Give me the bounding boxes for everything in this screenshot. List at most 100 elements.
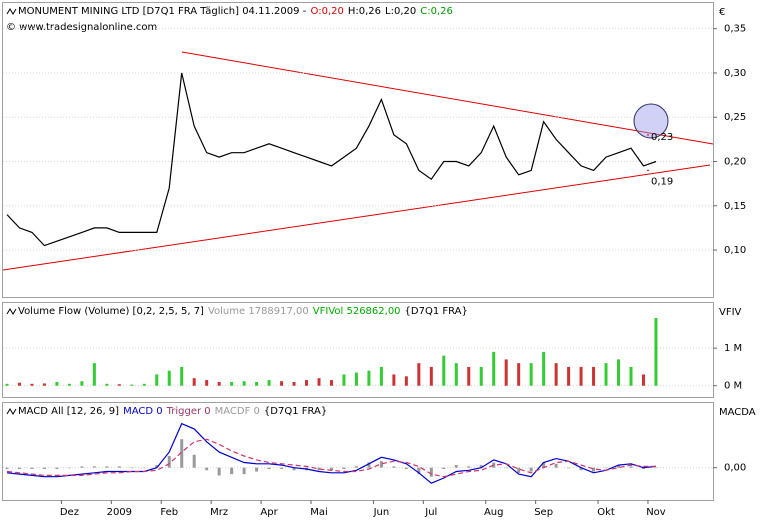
volume-bar xyxy=(567,366,571,386)
macdf-bar xyxy=(629,466,633,468)
y-tick-label: 0,00 xyxy=(724,463,746,474)
support-trendline xyxy=(2,164,711,271)
macdf-bar xyxy=(579,467,583,471)
volume-bar xyxy=(542,351,546,386)
highlight-circle xyxy=(633,103,669,139)
macdf-bar xyxy=(230,467,234,475)
header-part: H:0,26 xyxy=(348,6,381,17)
x-tick-label: Mai xyxy=(310,507,328,518)
header-part: {D7Q1 FRA} xyxy=(264,406,327,417)
y-tick-label: 0,10 xyxy=(724,245,746,256)
volume-bar xyxy=(142,383,146,386)
volume-bar xyxy=(442,355,446,386)
macdf-bar xyxy=(329,467,333,471)
header-part: MONUMENT MINING LTD [D7Q1 FRA Täglich] 0… xyxy=(18,6,307,17)
volume-bar xyxy=(654,318,658,386)
macdf-bar xyxy=(592,467,596,472)
volume-bar xyxy=(517,363,521,386)
volume-bar xyxy=(217,381,221,386)
macdf-bar xyxy=(504,467,508,469)
x-tick-label: Sep xyxy=(534,507,553,518)
volume-bar xyxy=(17,382,21,386)
macdf-bar xyxy=(142,467,146,469)
y-tick-label: 0,25 xyxy=(724,112,746,123)
y-tick-label: 0 M xyxy=(724,381,742,392)
volume-bar xyxy=(342,374,346,386)
volume-bar xyxy=(55,381,59,386)
volume-bar xyxy=(5,383,9,386)
axis-unit-label: VFIV xyxy=(719,307,742,318)
macdf-bar xyxy=(654,467,658,469)
panel-header: MONUMENT MINING LTD [D7Q1 FRA Täglich] 0… xyxy=(18,6,453,17)
macdf-bar xyxy=(192,454,196,468)
x-tick-label: Jun xyxy=(373,507,390,518)
macdf-bar xyxy=(30,467,34,469)
macdf-bar xyxy=(205,467,209,471)
y-tick-label: 0,30 xyxy=(724,68,746,79)
y-tick-label: 1 M xyxy=(724,343,742,354)
volume-bar xyxy=(492,351,496,386)
volume-bar xyxy=(255,381,259,386)
macdf-bar xyxy=(442,467,446,469)
macdf-bar xyxy=(317,467,321,471)
macdf-bar xyxy=(417,467,421,475)
header-part: Trigger 0 xyxy=(166,406,211,417)
macdf-bar xyxy=(479,465,483,468)
macdf-bar xyxy=(641,467,645,469)
macdf-bar xyxy=(617,465,621,468)
subtitle: © www.tradesignalonline.com xyxy=(6,22,157,33)
header-part: O:0,20 xyxy=(311,6,344,17)
panel-header: Volume Flow (Volume) [0,2, 2,5, 5, 7] Vol… xyxy=(18,306,468,317)
volume-bar xyxy=(242,381,246,386)
header-part: Volume Flow (Volume) [0,2, 2,5, 5, 7] xyxy=(18,306,204,317)
volume-bar xyxy=(641,374,645,386)
volume-bar xyxy=(367,370,371,386)
macdf-bar xyxy=(155,465,159,468)
volume-bar xyxy=(30,383,34,386)
macdf-bar xyxy=(342,467,346,469)
y-tick-label: 0,35 xyxy=(724,24,746,35)
volume-bar xyxy=(629,366,633,386)
volume-bar xyxy=(329,380,333,386)
volume-bar xyxy=(155,374,159,386)
header-part: MACD All [12, 26, 9] xyxy=(18,406,119,417)
volume-bar xyxy=(305,380,309,386)
resistance-trendline xyxy=(181,51,714,145)
volume-bar xyxy=(92,363,96,386)
macdf-bar xyxy=(92,466,96,468)
header-part: C:0,26 xyxy=(420,6,453,17)
macdf-bar xyxy=(17,467,21,469)
volume-bar xyxy=(467,366,471,386)
macdf-bar xyxy=(367,462,371,468)
macdf-bar xyxy=(604,467,608,469)
macdf-bar xyxy=(280,467,284,469)
macdf-bar xyxy=(379,461,383,468)
x-tick-label: Mrz xyxy=(210,507,228,518)
macdf-bar xyxy=(130,467,134,469)
volume-bar xyxy=(180,366,184,386)
volume-bar xyxy=(579,366,583,386)
header-icon xyxy=(6,408,17,415)
volume-bar xyxy=(404,376,408,386)
volume-bar xyxy=(479,366,483,386)
x-tick-label: Jul xyxy=(424,507,437,518)
macdf-bar xyxy=(67,467,71,469)
macdf-bar xyxy=(180,439,184,468)
macdf-bar xyxy=(542,462,546,468)
volume-bar xyxy=(592,366,596,386)
trigger-line xyxy=(6,438,656,478)
x-tick-label: Feb xyxy=(160,507,178,518)
volume-bar xyxy=(429,366,433,386)
volume-bar xyxy=(105,383,109,386)
macdf-bar xyxy=(354,466,358,468)
header-part: {D7Q1 FRA} xyxy=(405,306,468,317)
macdf-bar xyxy=(80,466,84,468)
x-tick-label: Okt xyxy=(597,507,615,518)
volume-bar xyxy=(529,363,533,386)
x-tick-label: Apr xyxy=(260,507,278,518)
volume-bar xyxy=(205,380,209,386)
x-tick-label: Dez xyxy=(60,507,79,518)
macdf-bar xyxy=(404,467,408,469)
macdf-bar xyxy=(42,467,46,469)
